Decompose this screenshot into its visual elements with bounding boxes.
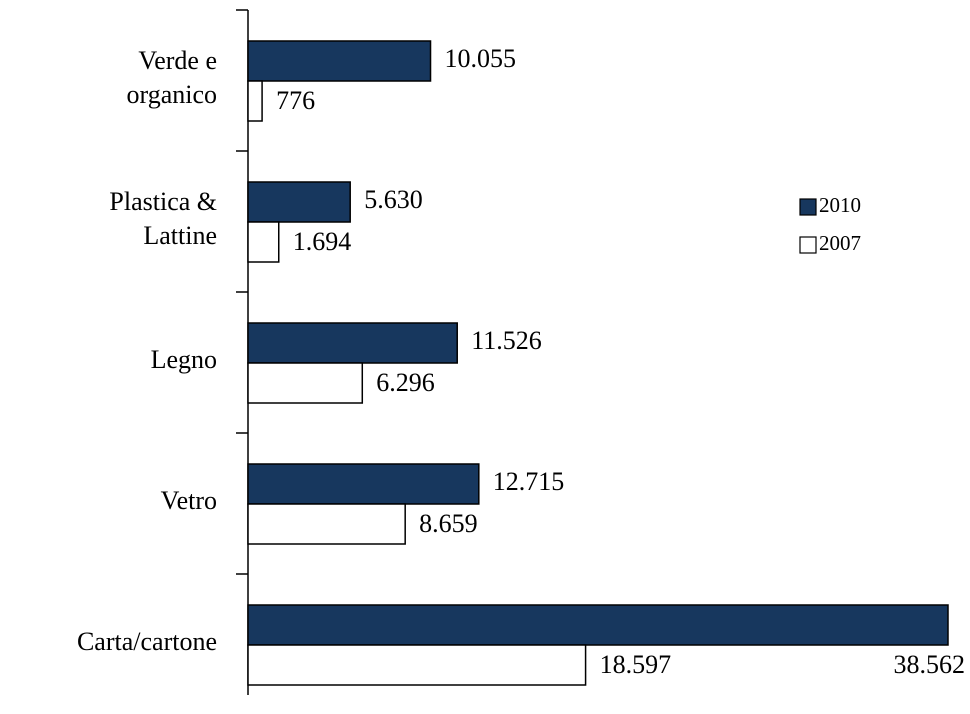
value-label: 1.694 (293, 227, 352, 256)
category-label: Verde e (138, 46, 217, 75)
value-label: 38.562 (894, 650, 966, 679)
value-label: 6.296 (376, 368, 435, 397)
value-label: 8.659 (419, 509, 478, 538)
category-label: Carta/cartone (77, 627, 217, 656)
legend-label: 2010 (819, 193, 861, 217)
bar (247, 181, 351, 223)
category-label: organico (127, 80, 218, 109)
category-label: Legno (151, 345, 217, 374)
legend-swatch (799, 198, 817, 216)
category-label: Lattine (143, 221, 217, 250)
value-label: 10.055 (445, 44, 517, 73)
bar (247, 503, 406, 545)
bar (247, 463, 480, 505)
value-label: 18.597 (600, 650, 672, 679)
value-label: 11.526 (471, 326, 542, 355)
legend-label: 2007 (819, 231, 861, 255)
legend-swatch (799, 236, 817, 254)
bar (247, 322, 458, 364)
category-label: Plastica & (109, 187, 217, 216)
bar (247, 644, 587, 686)
value-label: 5.630 (364, 185, 423, 214)
bar (247, 221, 280, 263)
value-label: 12.715 (493, 467, 565, 496)
bar (247, 40, 432, 82)
category-label: Vetro (161, 486, 217, 515)
bar (247, 604, 949, 646)
bar (247, 80, 263, 122)
value-label: 776 (276, 86, 315, 115)
bar (247, 362, 364, 404)
